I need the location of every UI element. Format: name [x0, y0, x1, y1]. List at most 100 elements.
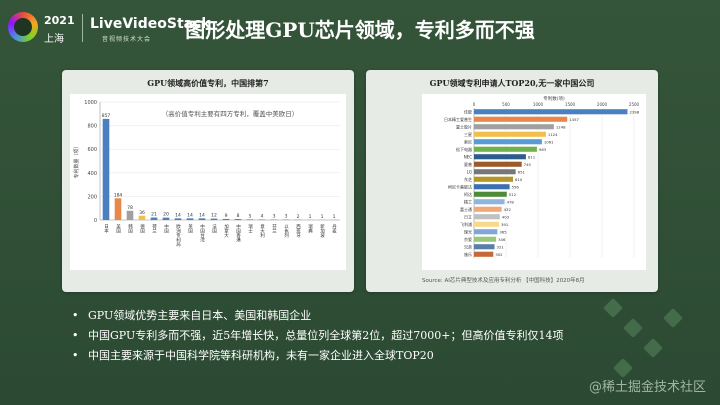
data-label: 1	[309, 214, 312, 220]
logo-divider	[82, 14, 83, 42]
y-tick-label: 日本精工爱普生	[444, 116, 472, 122]
bar	[474, 229, 498, 235]
left-chart-title: GPU领域高价值专利，中国排第7	[147, 78, 269, 88]
data-label: 2	[297, 214, 300, 220]
data-label: 811	[528, 154, 536, 159]
chart-annotation: （高价值专利主要有四方专利，覆盖中美欧日）	[162, 109, 299, 118]
x-tick-label: 2000	[597, 102, 608, 107]
right-chart-panel: GPU领域专利申请人TOP20,无一家中国公司 专利数(项) 0 500 1000 15…	[366, 70, 658, 292]
y-tick-label: 600	[87, 147, 97, 153]
x-tick-label: 瑞典	[308, 223, 313, 235]
y-tick-label: 三星	[464, 131, 472, 137]
bullet-item: 中国GPU专利多而不强，近5年增长快，总量位列全球第2位，超过7000+；但高价…	[70, 326, 670, 346]
data-label: 78	[127, 205, 133, 211]
bar	[474, 139, 542, 145]
data-label: 512	[509, 192, 517, 197]
data-label: 9	[225, 213, 228, 219]
left-chart-panel: GPU领域高价值专利，中国排第7 0 200 400 600 800 1000 专利数量（项…	[62, 70, 354, 292]
bar	[474, 214, 500, 220]
bar	[474, 124, 554, 130]
data-label: 651	[518, 169, 526, 174]
y-tick-label: 兄弟	[464, 243, 472, 249]
chart-source-note: Source: AI芯片典型技术及应用专利分析 【中国科技】2020年8月	[422, 278, 585, 284]
x-tick-label: 以色列	[284, 224, 289, 239]
bar	[474, 221, 500, 227]
x-tick-label: 1000	[533, 102, 544, 107]
bar	[198, 218, 206, 220]
y-tick-label: 400	[87, 171, 97, 177]
data-label: 5	[249, 213, 252, 219]
bar	[474, 116, 568, 122]
x-tick-label: 欧洲专利局	[176, 223, 181, 248]
x-tick-label: 芬兰	[272, 223, 277, 234]
y-tick-label: 东芝	[464, 176, 472, 182]
y-tick-label: LG	[467, 169, 472, 174]
data-label: 365	[499, 229, 507, 234]
data-label: 321	[497, 244, 505, 249]
data-label: 8	[237, 213, 240, 219]
bar	[222, 218, 230, 220]
x-tick-label: 0	[473, 102, 476, 107]
y-tick-label: 柯尼卡美能达	[448, 183, 472, 189]
conference-year: 2021	[44, 14, 75, 27]
y-tick-label: 精工	[464, 198, 472, 204]
data-label: 1457	[569, 117, 579, 122]
y-tick-label: 索尼	[464, 138, 472, 144]
y-tick-label: NEC	[464, 154, 473, 159]
x-tick-label: 美国	[116, 223, 121, 235]
x-tick-label: 中国	[164, 223, 169, 235]
x-tick-label: 法国	[212, 223, 217, 235]
data-label: 857	[102, 113, 111, 119]
x-axis-label: 专利数(项)	[543, 95, 565, 102]
data-label: 14	[199, 212, 205, 218]
x-tick-label: 加拿大	[224, 223, 229, 239]
x-tick-label: 韩国	[128, 223, 133, 235]
data-label: 21	[151, 212, 157, 218]
x-tick-label: 意大利	[260, 223, 265, 238]
y-tick-label: 佳能	[464, 108, 472, 114]
bar	[246, 219, 254, 220]
left-chart-area: 0 200 400 600 800 1000 专利数量（项） （高价值专利主要有四方专利，覆盖…	[70, 94, 346, 270]
y-tick-label: 柯达	[464, 191, 472, 197]
data-label: 14	[175, 212, 181, 218]
y-tick-label: 800	[87, 124, 97, 130]
bar	[174, 218, 182, 220]
data-label: 2398	[629, 109, 639, 114]
right-chart-title: GPU领域专利申请人TOP20,无一家中国公司	[429, 78, 595, 88]
bar	[474, 184, 510, 190]
data-label: 432	[504, 207, 512, 212]
y-tick-label: 0	[94, 218, 97, 224]
right-bar-chart: 专利数(项) 0 500 1000 1500 2000 2500 2398 佳能 1457 日本精工…	[444, 95, 640, 258]
bar	[474, 199, 505, 205]
bar	[138, 215, 146, 220]
data-label: 745	[524, 162, 532, 167]
y-tick-label: 施乐	[464, 251, 472, 257]
data-label: 1	[321, 214, 324, 220]
right-chart-area: 专利数(项) 0 500 1000 1500 2000 2500 2398 佳能 1457 日本精工…	[422, 94, 646, 270]
y-tick-label: 日立	[464, 213, 472, 219]
y-tick-label: 富士通	[460, 206, 472, 212]
data-label: 983	[539, 147, 547, 152]
data-label: 1061	[544, 139, 554, 144]
bar	[474, 244, 495, 250]
data-label: 3	[273, 214, 276, 220]
bar	[210, 218, 218, 220]
bar	[162, 217, 170, 220]
conference-city: 上海	[44, 34, 64, 45]
x-tick-label: 日本	[104, 224, 109, 235]
bar	[474, 161, 522, 167]
conference-logo: 2021 上海 LiveVideoStack 音视频技术大会	[6, 8, 211, 48]
bar	[126, 210, 134, 220]
x-tick-label: 500	[502, 102, 510, 107]
x-tick-label: 丹麦	[332, 224, 337, 235]
brand-name: LiveVideoStack	[90, 16, 211, 32]
bar	[474, 176, 514, 182]
x-tick-label: 1500	[565, 102, 576, 107]
y-tick-label: 富士胶片	[456, 123, 472, 129]
slide-title: 图形处理GPU芯片领域，专利多而不强	[185, 18, 535, 42]
bullet-item: GPU领域优势主要来自日本、美国和韩国企业	[70, 306, 670, 326]
brand-subtitle: 音视频技术大会	[102, 36, 152, 43]
y-tick-label: 松下电器	[456, 146, 472, 152]
bar	[474, 131, 546, 137]
